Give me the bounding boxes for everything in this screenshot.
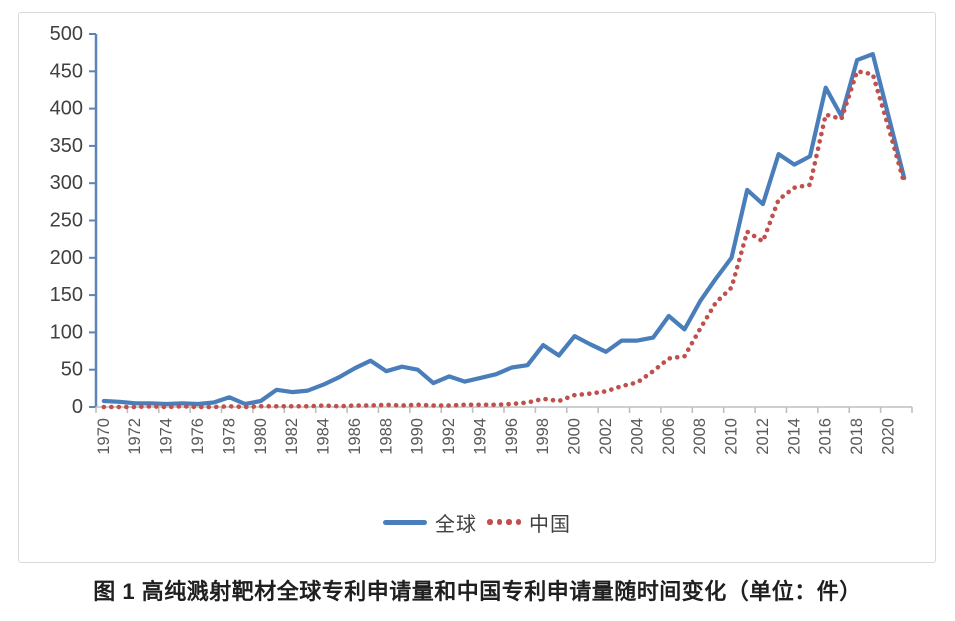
chart-frame: 0 50 100 150 200 250 300 350 400 450 500 1970 1972 19… — [18, 12, 936, 563]
china-dots-swatch-icon — [487, 519, 521, 525]
x-axis-tick-label: 2012 — [754, 418, 772, 455]
y-axis-tick-label: 200 — [50, 247, 83, 269]
y-axis-tick-label: 350 — [50, 135, 83, 157]
x-axis-tick-label: 1980 — [252, 418, 270, 455]
legend-label-global: 全球 — [435, 513, 477, 536]
legend-item-global: 全球 — [383, 508, 477, 537]
x-axis-tick-label: 1978 — [220, 418, 238, 455]
x-axis-tick-label: 1986 — [346, 418, 364, 455]
x-axis-tick-label: 2008 — [691, 418, 709, 455]
global-line-swatch-icon — [383, 519, 427, 525]
x-axis-tick-label: 1998 — [534, 418, 552, 455]
y-axis-tick-label: 100 — [50, 321, 83, 343]
y-axis-tick-label: 300 — [50, 172, 83, 194]
series-china-line — [101, 68, 907, 410]
y-axis-tick-label: 450 — [50, 60, 83, 82]
x-axis-tick-label: 2014 — [785, 418, 803, 455]
x-axis-tick-label: 2000 — [566, 418, 584, 455]
x-axis-tick-label: 1988 — [377, 418, 395, 455]
y-axis-tick-label: 0 — [72, 396, 83, 418]
x-axis-tick-label: 1984 — [315, 418, 333, 455]
x-axis-tick-label: 1992 — [440, 418, 458, 455]
x-axis-tick-label: 1972 — [126, 418, 144, 455]
x-axis-tick-label: 1974 — [158, 418, 176, 455]
x-axis-tick-label: 2016 — [817, 418, 835, 455]
x-axis-tick-label: 2004 — [628, 418, 646, 455]
chart-legend: 全球 中国 — [19, 507, 935, 537]
x-axis-tick-label: 2006 — [660, 418, 678, 455]
x-axis-tick-label: 1976 — [189, 418, 207, 455]
legend-item-china: 中国 — [487, 508, 571, 537]
x-axis-tick-label: 1970 — [95, 418, 113, 455]
x-axis-tick-label: 1994 — [471, 418, 489, 455]
legend-label-china: 中国 — [529, 513, 571, 536]
x-axis-tick-label: 2018 — [848, 418, 866, 455]
x-axis-tick-label: 1990 — [409, 418, 427, 455]
y-axis-tick-label: 250 — [50, 210, 83, 232]
y-axis-tick-label: 400 — [50, 98, 83, 120]
x-axis-tick-label: 1996 — [503, 418, 521, 455]
chart-canvas: 0 50 100 150 200 250 300 350 400 450 500 1970 1972 19… — [50, 23, 913, 455]
y-axis-tick-label: 50 — [61, 359, 83, 381]
x-axis-tick-label: 2002 — [597, 418, 615, 455]
figure-caption: 图 1 高纯溅射靶材全球专利申请量和中国专利申请量随时间变化（单位：件） — [93, 579, 862, 604]
x-axis-tick-label: 2010 — [723, 418, 741, 455]
x-axis-tick-label: 2020 — [879, 418, 897, 455]
y-axis-tick-label: 500 — [50, 23, 83, 45]
y-axis-tick-label: 150 — [50, 284, 83, 306]
series-global-line — [101, 51, 907, 407]
x-axis-tick-label: 1982 — [283, 418, 301, 455]
